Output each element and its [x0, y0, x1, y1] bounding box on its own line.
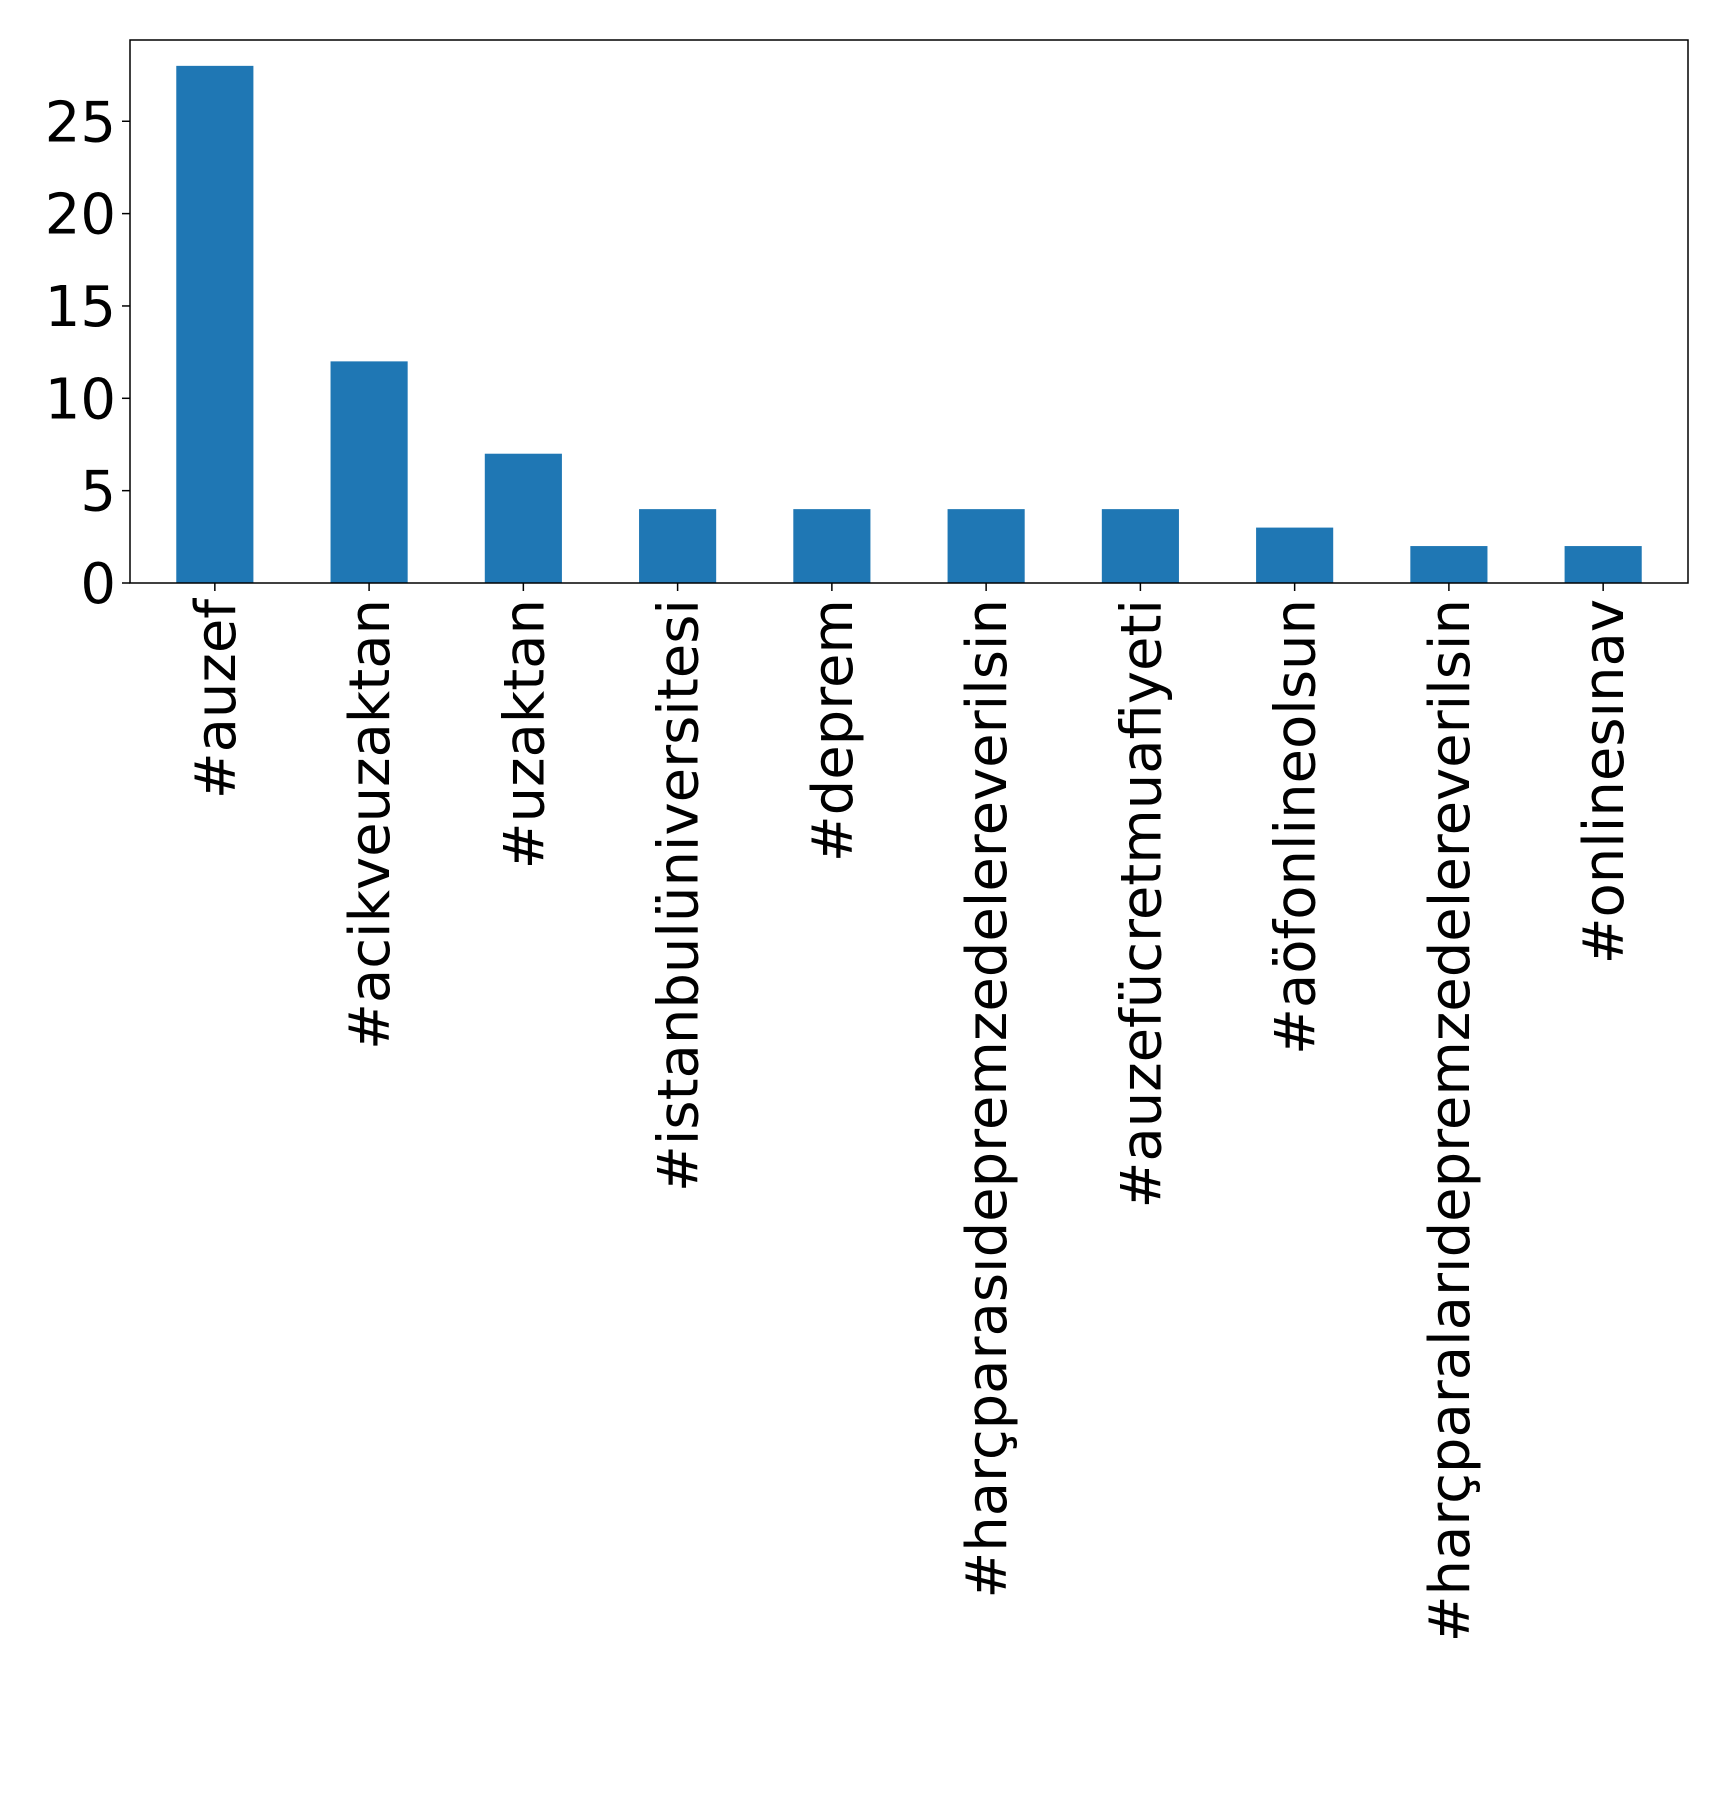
x-tick-label: #acikveuzaktan: [338, 599, 403, 1050]
bar: [793, 509, 871, 583]
x-axis: #auzef #acikveuzaktan #uzaktan #istanbulüni…: [184, 583, 1637, 1642]
x-tick-label: #deprem: [801, 599, 866, 862]
x-tick-label: #istanbulüniversitesi: [647, 599, 712, 1192]
x-tick-label: #harçparalarıdepremzedelereverilsin: [1418, 599, 1483, 1642]
bar: [947, 509, 1025, 583]
bar: [484, 453, 562, 583]
y-tick-label: 20: [45, 183, 116, 248]
bar: [639, 509, 717, 583]
bars-group: [176, 65, 1642, 584]
bar: [1256, 527, 1334, 583]
bar: [330, 361, 408, 583]
bar: [1564, 546, 1642, 583]
y-tick-label: 5: [80, 460, 116, 525]
y-axis: 0 5 10 15 20 25: [45, 90, 130, 617]
plot-frame: [129, 39, 1689, 584]
x-tick-label: #aöfonlineolsun: [1264, 599, 1329, 1055]
bar: [1101, 509, 1179, 583]
y-tick-label: 0: [80, 552, 116, 617]
y-tick-label: 15: [45, 275, 116, 340]
y-tick-label: 10: [45, 367, 116, 432]
x-tick-label: #harçparasıdepremzedelereverilsin: [955, 599, 1020, 1599]
x-tick-label: #uzaktan: [492, 599, 557, 869]
y-tick-label: 25: [45, 90, 116, 155]
x-tick-label: #auzefücretmuafiyeti: [1109, 599, 1174, 1209]
x-tick-label: #onlinesınav: [1572, 599, 1637, 964]
bar: [1410, 546, 1488, 583]
bar: [176, 65, 254, 584]
x-tick-label: #auzef: [184, 598, 249, 800]
